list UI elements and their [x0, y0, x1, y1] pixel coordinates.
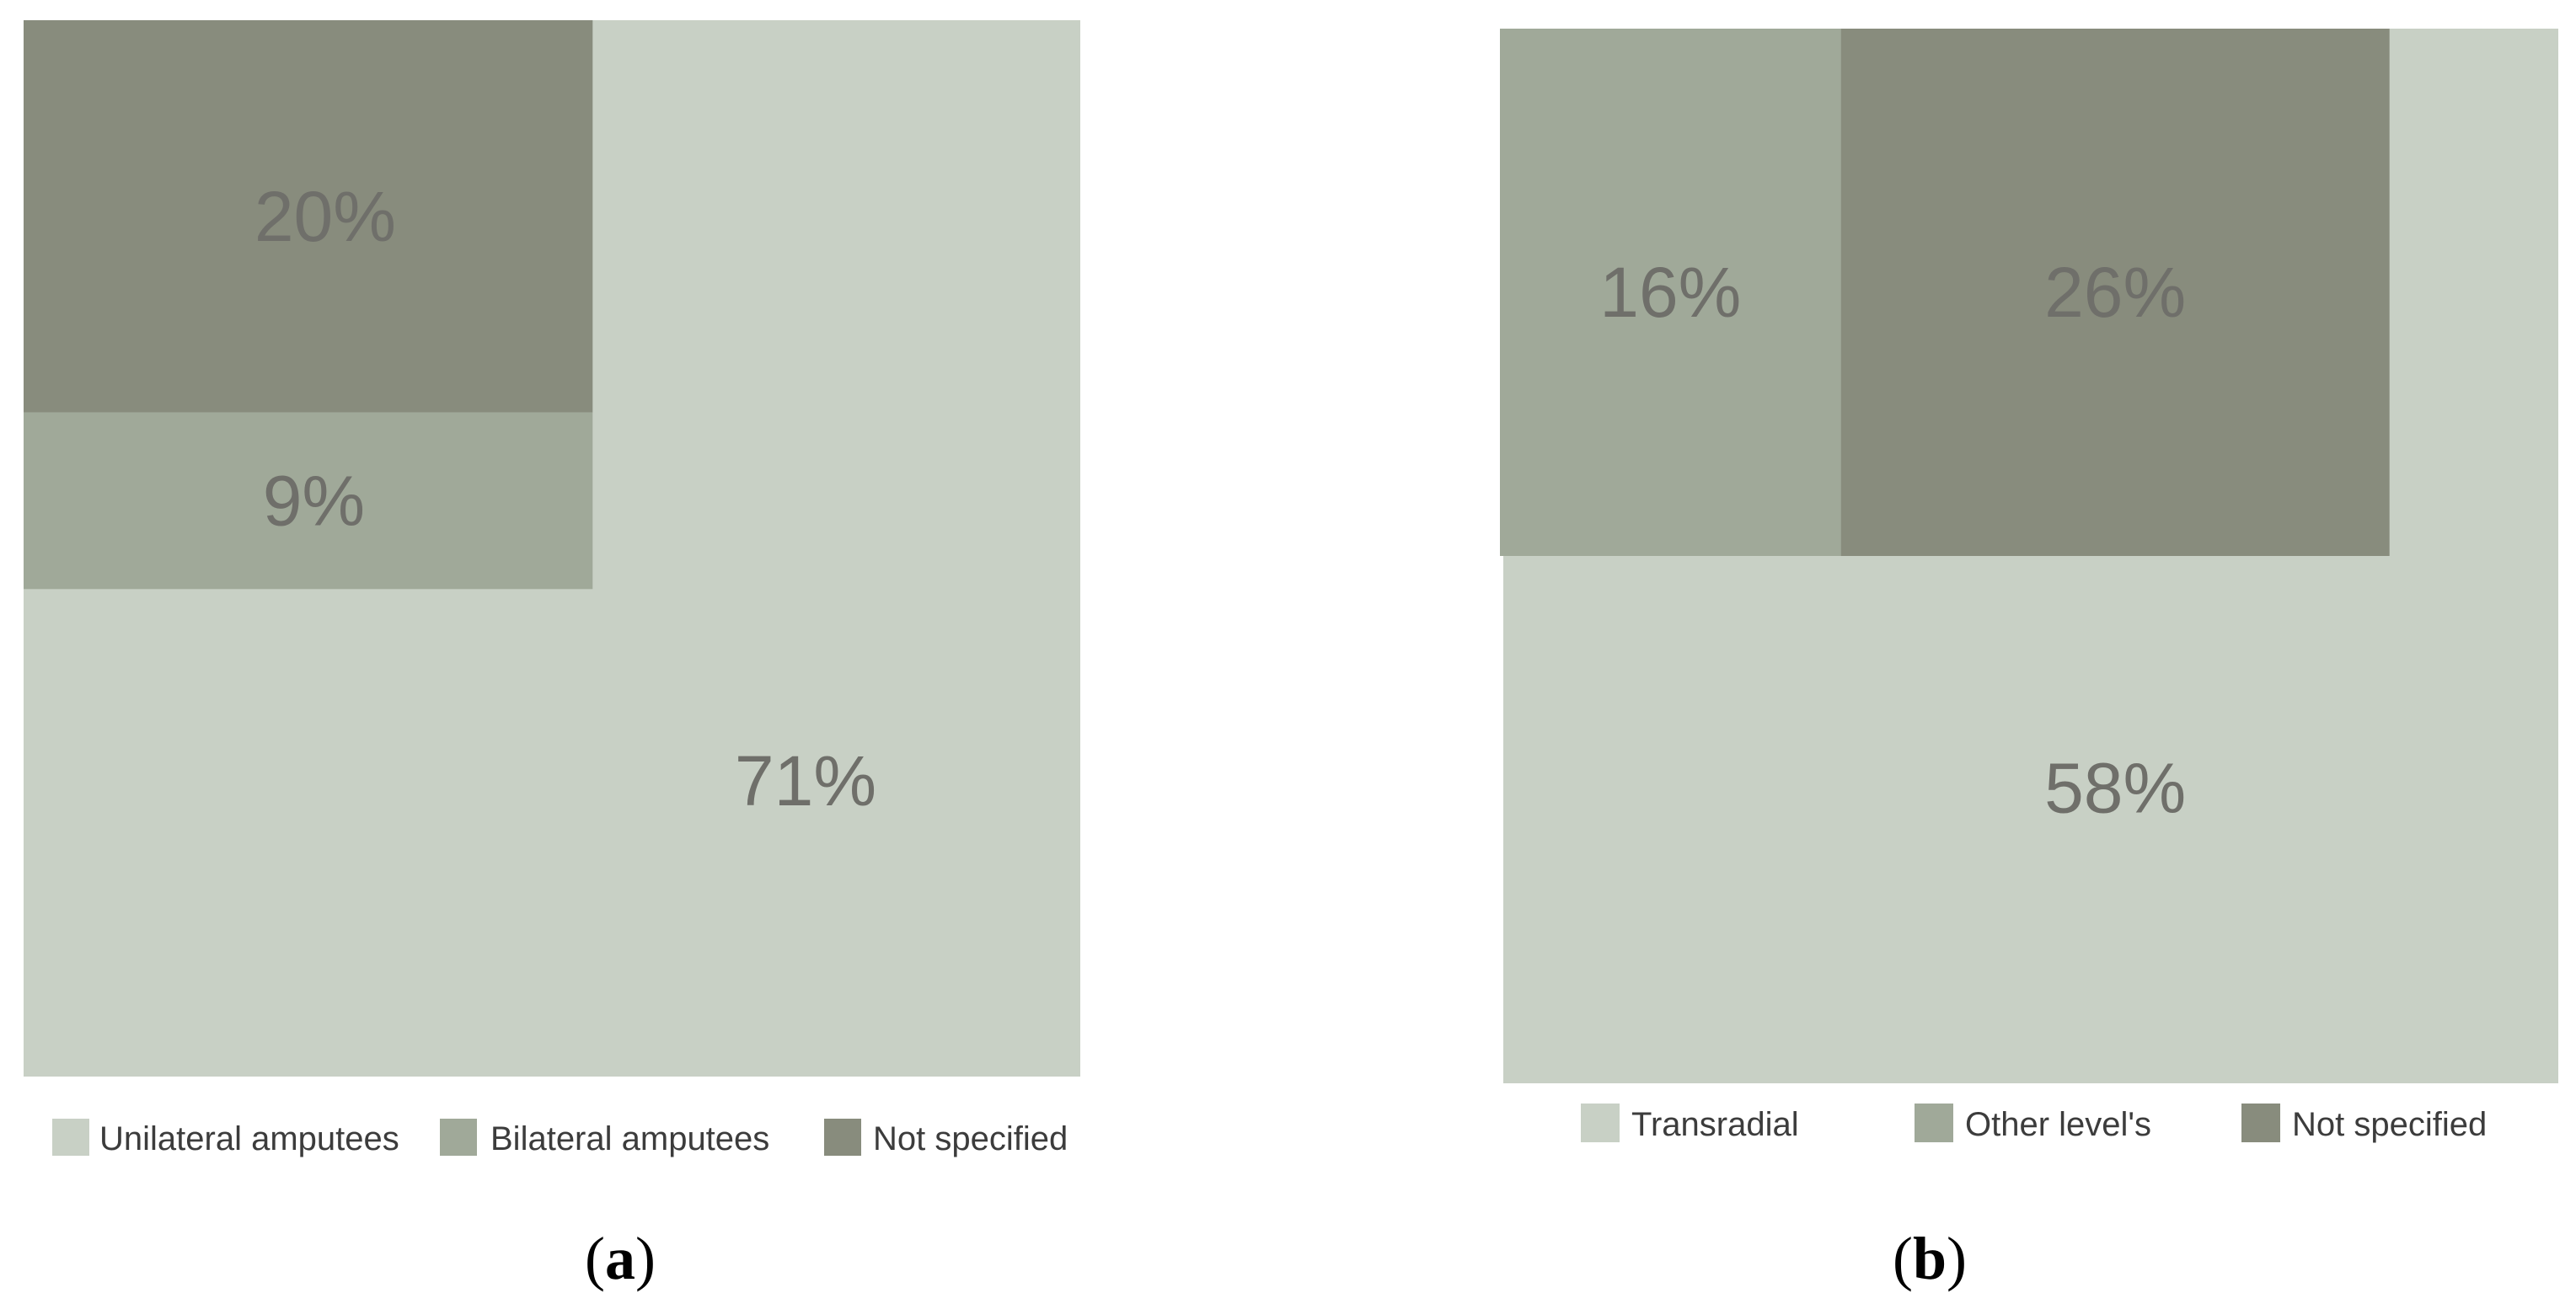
legend-label-unilateral-amputees: Unilateral amputees — [99, 1120, 399, 1157]
legend-swatch-not-specified — [2241, 1104, 2280, 1142]
panel-caption-a: (a) — [585, 1225, 656, 1292]
segment-label-other-levels: 16% — [1599, 253, 1741, 332]
legend-label-not-specified: Not specified — [873, 1120, 1068, 1157]
segment-label-unilateral-amputees: 71% — [735, 741, 876, 820]
legend-swatch-not-specified — [824, 1119, 861, 1156]
segment-not-specified — [24, 20, 593, 413]
legend: Unilateral amputees Bilateral amputees N… — [52, 1119, 1068, 1157]
legend-label-transradial: Transradial — [1631, 1106, 1799, 1143]
segment-label-bilateral-amputees: 9% — [263, 462, 365, 541]
legend-swatch-unilateral-amputees — [52, 1119, 89, 1156]
segment-label-not-specified: 20% — [254, 177, 396, 256]
legend-swatch-transradial — [1581, 1104, 1620, 1142]
chart-panel-a: 71% 9% 20% Unilateral amputees Bilateral… — [24, 20, 1080, 1292]
segment-other-levels — [1500, 29, 1841, 556]
legend-label-bilateral-amputees: Bilateral amputees — [490, 1120, 769, 1157]
segment-bilateral-amputees — [24, 412, 593, 590]
chart-panel-b: 58% 16% 26% Transradial Other level's No… — [1500, 29, 2558, 1292]
legend-label-other-levels: Other level's — [1965, 1106, 2151, 1143]
segment-label-transradial: 58% — [2044, 748, 2186, 827]
segment-not-specified — [1840, 29, 2390, 556]
legend-label-not-specified: Not specified — [2292, 1106, 2487, 1143]
legend: Transradial Other level's Not specified — [1581, 1104, 2487, 1143]
panel-caption-b: (b) — [1893, 1225, 1967, 1292]
legend-swatch-other-levels — [1915, 1104, 1953, 1142]
legend-swatch-bilateral-amputees — [440, 1119, 477, 1156]
segment-label-not-specified: 26% — [2044, 253, 2186, 332]
